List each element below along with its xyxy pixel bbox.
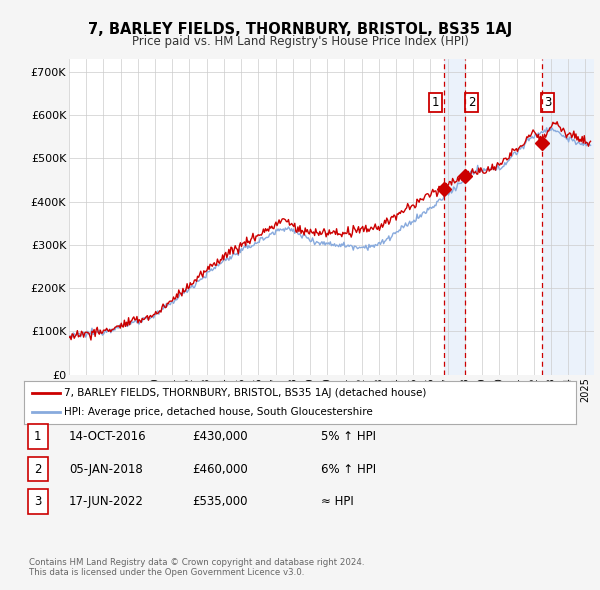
Text: £535,000: £535,000 — [192, 495, 248, 508]
Text: 17-JUN-2022: 17-JUN-2022 — [69, 495, 144, 508]
Text: 05-JAN-2018: 05-JAN-2018 — [69, 463, 143, 476]
Bar — [444, 59, 465, 375]
Bar — [542, 59, 594, 375]
Text: 7, BARLEY FIELDS, THORNBURY, BRISTOL, BS35 1AJ (detached house): 7, BARLEY FIELDS, THORNBURY, BRISTOL, BS… — [64, 388, 427, 398]
Text: 3: 3 — [544, 96, 551, 109]
Text: 3: 3 — [34, 495, 41, 508]
Text: 14-OCT-2016: 14-OCT-2016 — [69, 430, 146, 443]
Text: 7, BARLEY FIELDS, THORNBURY, BRISTOL, BS35 1AJ: 7, BARLEY FIELDS, THORNBURY, BRISTOL, BS… — [88, 22, 512, 37]
Text: Price paid vs. HM Land Registry's House Price Index (HPI): Price paid vs. HM Land Registry's House … — [131, 35, 469, 48]
Text: Contains HM Land Registry data © Crown copyright and database right 2024.
This d: Contains HM Land Registry data © Crown c… — [29, 558, 364, 577]
Text: £430,000: £430,000 — [192, 430, 248, 443]
Text: ≈ HPI: ≈ HPI — [321, 495, 354, 508]
Text: 2: 2 — [468, 96, 476, 109]
Text: £460,000: £460,000 — [192, 463, 248, 476]
Text: 1: 1 — [34, 430, 41, 443]
Text: 6% ↑ HPI: 6% ↑ HPI — [321, 463, 376, 476]
Text: HPI: Average price, detached house, South Gloucestershire: HPI: Average price, detached house, Sout… — [64, 407, 373, 417]
Text: 1: 1 — [432, 96, 439, 109]
Text: 5% ↑ HPI: 5% ↑ HPI — [321, 430, 376, 443]
Text: 2: 2 — [34, 463, 41, 476]
